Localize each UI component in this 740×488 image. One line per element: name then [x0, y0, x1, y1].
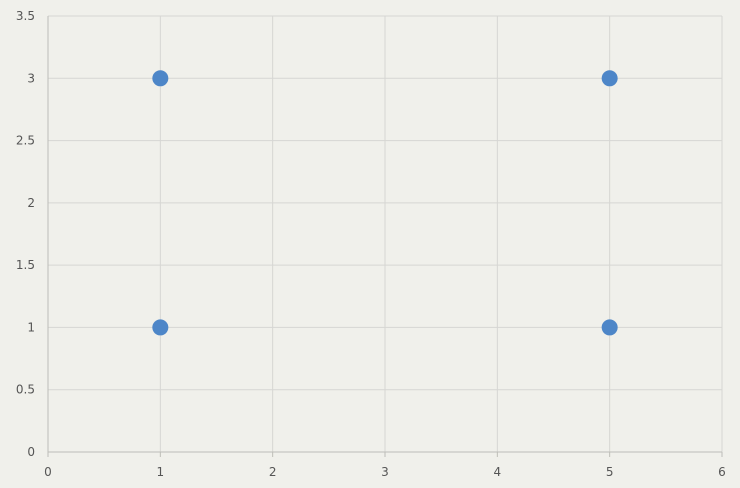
- x-tick-label: 4: [494, 465, 502, 479]
- x-tick-label: 2: [269, 465, 277, 479]
- x-tick-label: 5: [606, 465, 614, 479]
- data-points: [152, 70, 618, 336]
- grid: [48, 15, 723, 452]
- x-tick-label: 6: [718, 465, 726, 479]
- axes: [47, 16, 723, 457]
- tick-labels: 0 1 2 3 4 5 6 0 0.5 1 1.5 2 2.5 3 3.5: [16, 9, 726, 479]
- y-tick-label: 1: [27, 320, 35, 334]
- data-point: [601, 70, 618, 87]
- x-tick-label: 3: [381, 465, 389, 479]
- x-tick-label: 1: [157, 465, 165, 479]
- x-tick-label: 0: [44, 465, 52, 479]
- y-tick-label: 1.5: [16, 258, 35, 272]
- y-tick-label: 3.5: [16, 9, 35, 23]
- y-tick-label: 2.5: [16, 134, 35, 148]
- data-point: [152, 70, 169, 87]
- data-point: [152, 319, 169, 336]
- y-tick-label: 0.5: [16, 383, 35, 397]
- y-tick-label: 0: [27, 445, 35, 459]
- y-tick-label: 3: [27, 71, 35, 85]
- y-tick-label: 2: [27, 196, 35, 210]
- data-point: [601, 319, 618, 336]
